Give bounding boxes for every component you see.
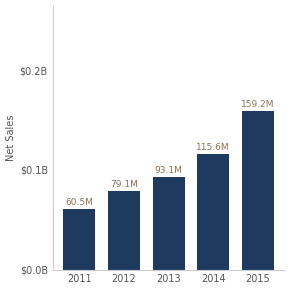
Text: 93.1M: 93.1M <box>155 166 183 175</box>
Bar <box>108 191 140 270</box>
Bar <box>242 111 274 270</box>
Text: 159.2M: 159.2M <box>241 100 275 109</box>
Y-axis label: Net Sales: Net Sales <box>6 114 16 161</box>
Text: 115.6M: 115.6M <box>196 144 230 153</box>
Bar <box>153 177 185 270</box>
Text: 79.1M: 79.1M <box>110 180 138 189</box>
Bar <box>63 209 95 270</box>
Bar <box>197 154 229 270</box>
Text: 60.5M: 60.5M <box>66 198 93 207</box>
